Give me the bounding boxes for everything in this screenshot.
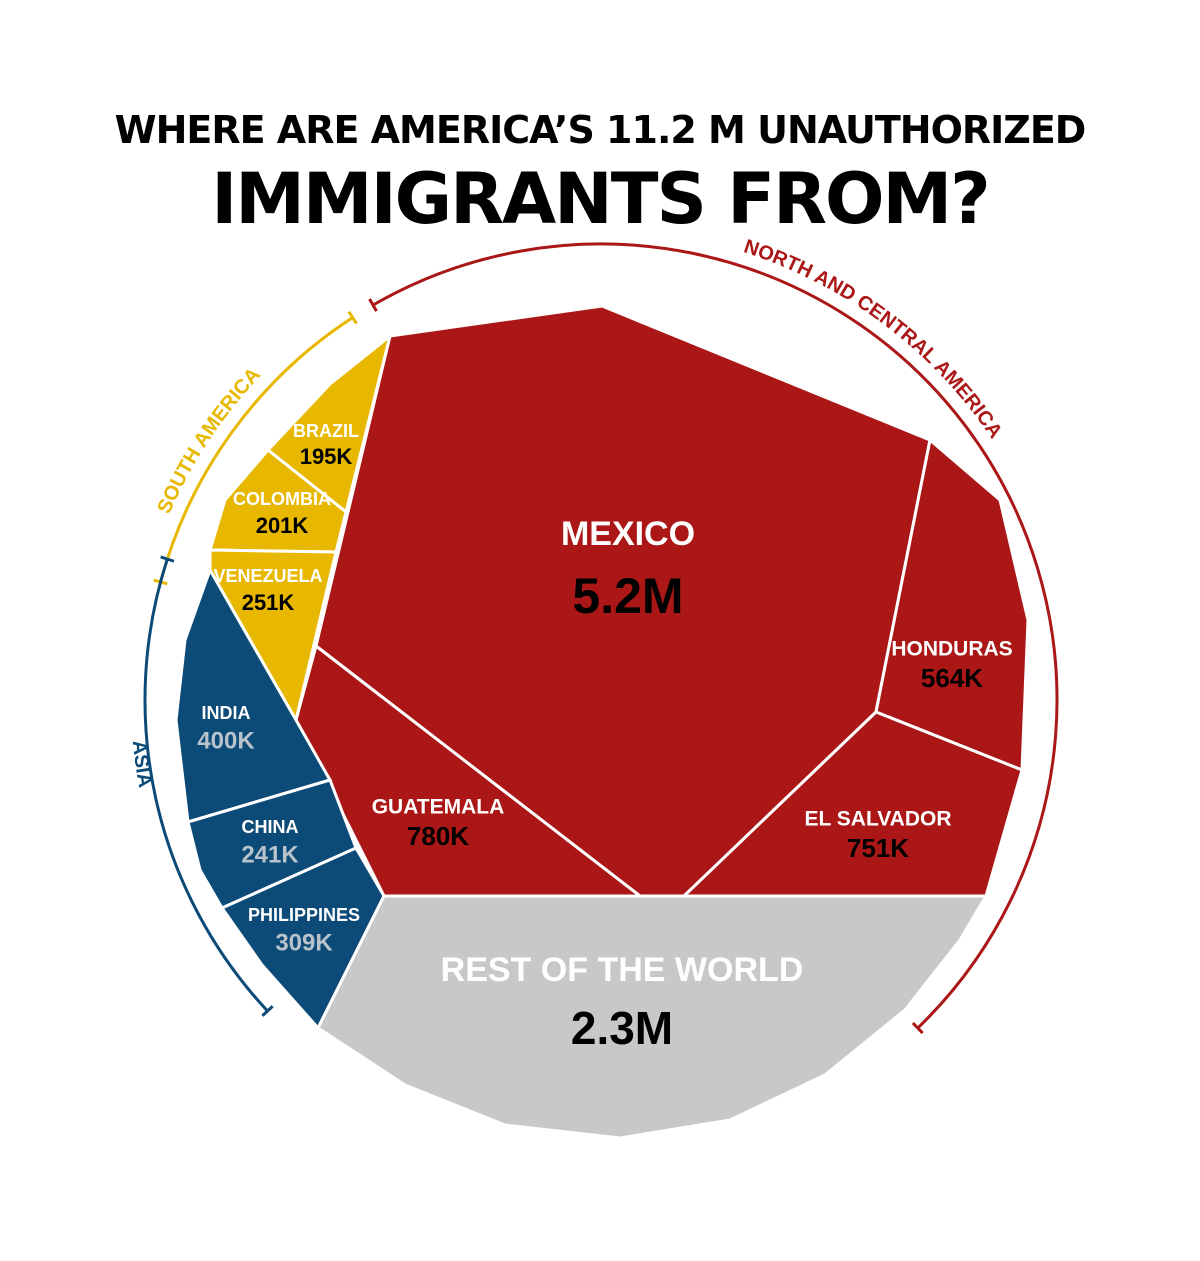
bracket-arc-1: [159, 316, 354, 583]
cell-label-rest: REST OF THE WORLD: [441, 951, 804, 989]
cell-value-guatemala: 780K: [407, 821, 469, 851]
bracket-arc-0: [372, 242, 1059, 1030]
cell-value-india: 400K: [197, 727, 255, 754]
cell-rest: [316, 894, 989, 1140]
cell-label-guatemala: GUATEMALA: [372, 796, 505, 819]
bracket-tick-end-2: [160, 555, 175, 563]
bracket-tick-end-0: [911, 1021, 924, 1035]
cell-value-philippines: 309K: [275, 929, 333, 956]
cell-value-brazil: 195K: [300, 444, 353, 469]
bracket-tick-end-1: [347, 310, 358, 325]
cell-honduras: [874, 437, 1030, 773]
cell-label-honduras: HONDURAS: [891, 638, 1012, 661]
cell-label-venezuela: VENEZUELA: [213, 566, 322, 586]
cell-value-china: 241K: [241, 841, 299, 868]
cell-label-china: CHINA: [242, 817, 299, 837]
cell-value-colombia: 201K: [256, 513, 309, 538]
cell-label-philippines: PHILIPPINES: [248, 905, 360, 925]
cell-label-brazil: BRAZIL: [293, 421, 359, 441]
cell-label-colombia: COLOMBIA: [233, 489, 331, 509]
cell-value-mexico: 5.2M: [572, 568, 683, 624]
group-label-2: ASIA: [128, 739, 156, 789]
chart-title-line-2: IMMIGRANTS FROM?: [211, 158, 991, 240]
bracket-tick-start-0: [368, 298, 378, 312]
bracket-tick-start-2: [261, 1005, 274, 1017]
cell-label-mexico: MEXICO: [561, 515, 695, 553]
cell-value-rest: 2.3M: [571, 1002, 673, 1054]
chart-title-line-1: WHERE ARE AMERICA’S 11.2 M UNAUTHORIZED: [114, 108, 1087, 152]
bracket-arc-2: [143, 558, 269, 1013]
cell-label-india: INDIA: [202, 703, 251, 723]
cell-value-el-salvador: 751K: [847, 833, 909, 863]
cell-value-honduras: 564K: [921, 663, 983, 693]
cell-label-el-salvador: EL SALVADOR: [804, 808, 951, 831]
cell-value-venezuela: 251K: [242, 590, 295, 615]
